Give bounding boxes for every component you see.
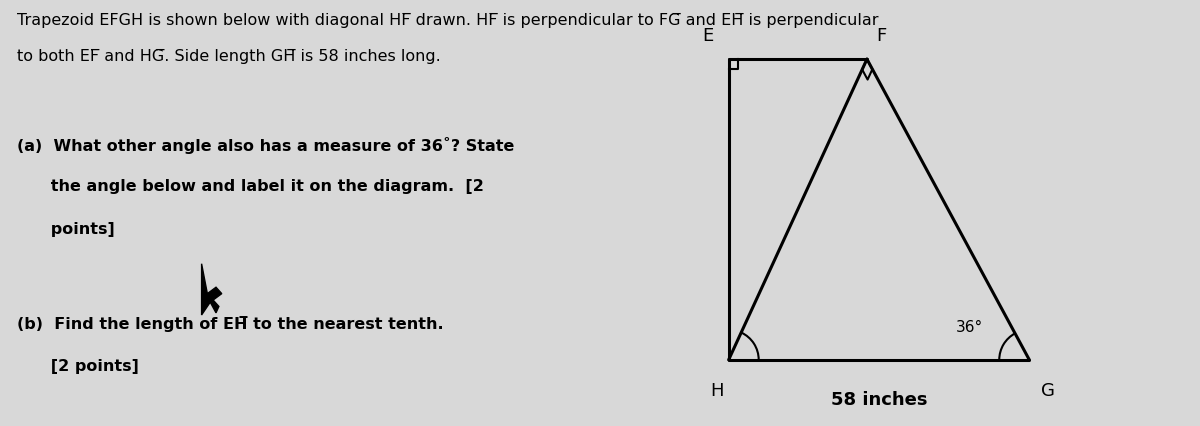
- Text: to both EF̅ and HG̅. Side length GH̅ is 58 inches long.: to both EF̅ and HG̅. Side length GH̅ is …: [17, 49, 442, 64]
- Text: Trapezoid EFGH is shown below with diagonal HF̅ drawn. HF̅ is perpendicular to F: Trapezoid EFGH is shown below with diago…: [17, 13, 878, 28]
- Text: F: F: [876, 27, 887, 45]
- Polygon shape: [202, 264, 222, 315]
- Text: 36°: 36°: [955, 320, 983, 334]
- Text: [2 points]: [2 points]: [17, 358, 139, 373]
- Text: 58 inches: 58 inches: [830, 390, 928, 408]
- Text: H: H: [710, 381, 724, 399]
- Text: the angle below and label it on the diagram.  [2: the angle below and label it on the diag…: [17, 179, 484, 194]
- Text: (a)  What other angle also has a measure of 36˚? State: (a) What other angle also has a measure …: [17, 136, 515, 153]
- Text: E: E: [702, 27, 714, 45]
- Text: points]: points]: [17, 222, 115, 236]
- Text: (b)  Find the length of EH̅ to the nearest tenth.: (b) Find the length of EH̅ to the neares…: [17, 315, 444, 331]
- Text: G: G: [1042, 381, 1055, 399]
